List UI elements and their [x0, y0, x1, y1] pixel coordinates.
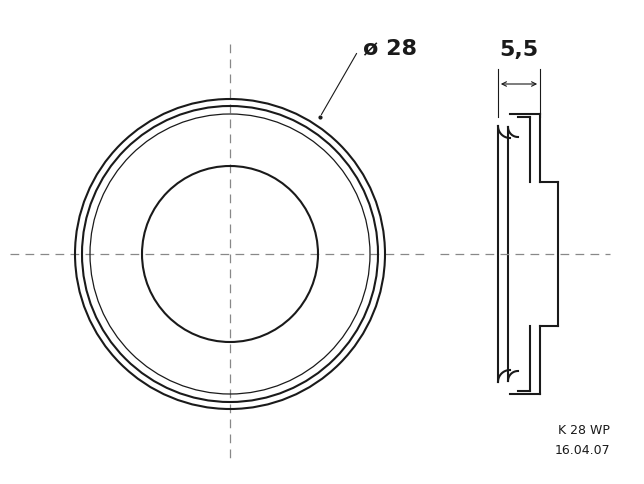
Text: 5,5: 5,5 — [500, 40, 538, 60]
Text: ø 28: ø 28 — [363, 38, 417, 58]
Text: K 28 WP: K 28 WP — [558, 423, 610, 436]
Text: 16.04.07: 16.04.07 — [554, 442, 610, 455]
